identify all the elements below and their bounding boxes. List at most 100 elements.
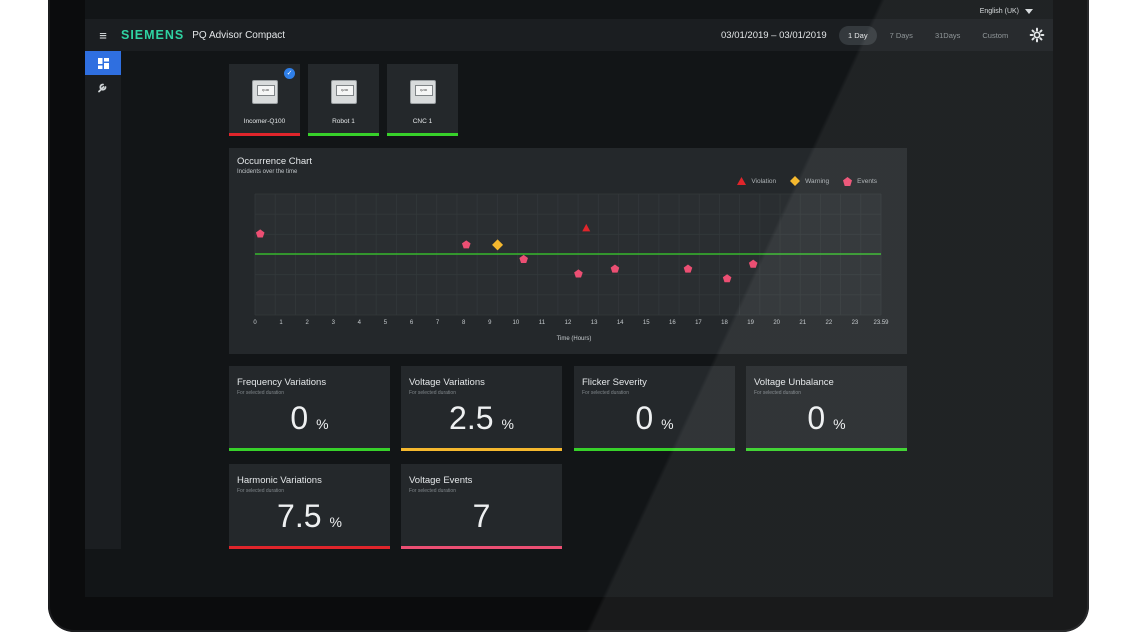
- gear-icon[interactable]: [1029, 27, 1045, 43]
- x-tick-label: 2: [305, 320, 309, 326]
- check-icon: ✓: [284, 68, 295, 79]
- x-tick-label: 13: [591, 320, 598, 326]
- kpi-value-wrap: 0%: [574, 400, 735, 437]
- x-tick-label: 21: [799, 320, 806, 326]
- brand-logo: SIEMENS: [121, 28, 185, 42]
- kpi-value: 0: [635, 400, 654, 436]
- device-card[interactable]: Q200 CNC 1: [387, 64, 458, 136]
- x-tick-label: 17: [695, 320, 702, 326]
- x-tick-label: 0: [253, 320, 257, 326]
- legend-events[interactable]: Events: [843, 176, 877, 186]
- pentagon-icon: [843, 176, 853, 186]
- app-title: PQ Advisor Compact: [192, 29, 286, 41]
- occurrence-chart-panel: 0 1 2 3 4 5 6 7 8 9 10 11 12 13 14 15 16 17 18 19 20 21 22 23 23…: [229, 148, 907, 354]
- kpi-subtitle: For selected duration: [409, 488, 456, 494]
- pentagon-marker: [683, 264, 693, 273]
- top-bar: ≡ SIEMENS PQ Advisor Compact 03/01/2019 …: [85, 19, 1053, 51]
- range-7-days[interactable]: 7 Days: [889, 30, 913, 40]
- x-tick-label: 22: [825, 320, 832, 326]
- device-name: Robot 1: [332, 118, 355, 125]
- kpi-status-bar: [401, 448, 562, 451]
- pentagon-marker: [519, 254, 528, 263]
- kpi-title: Harmonic Variations: [237, 475, 322, 486]
- x-tick-label: 23.59: [873, 320, 889, 326]
- triangle-marker: [582, 223, 591, 232]
- kpi-value-wrap: 7.5%: [229, 498, 390, 535]
- x-axis-label: Time (Hours): [557, 336, 592, 342]
- app-screen: English (UK) ≡ SIEMENS PQ Advisor Compac…: [85, 0, 1053, 597]
- kpi-value-wrap: 2.5%: [401, 400, 562, 437]
- x-tick-label: 16: [669, 320, 676, 326]
- device-model: Q200: [340, 88, 349, 92]
- language-selector[interactable]: English (UK): [980, 8, 1033, 15]
- kpi-card[interactable]: Voltage Variations For selected duration 2…: [401, 366, 562, 451]
- x-tick-label: 18: [721, 320, 728, 326]
- range-selector: 1 Day 7 Days 31Days Custom: [839, 25, 1017, 45]
- x-tick-label: 3: [332, 320, 336, 326]
- x-tick-label: 19: [747, 320, 754, 326]
- kpi-unit: %: [661, 416, 674, 432]
- pentagon-marker: [461, 240, 471, 249]
- x-tick-label: 6: [410, 320, 414, 326]
- x-tick-label: 8: [462, 320, 466, 326]
- diamond-icon: [790, 176, 801, 186]
- dashboard-nav-button[interactable]: [85, 51, 121, 75]
- kpi-value: 7.5: [277, 498, 322, 534]
- x-tick-label: 5: [384, 320, 388, 326]
- range-custom[interactable]: Custom: [982, 30, 1009, 40]
- x-tick-label: 15: [643, 320, 650, 326]
- pentagon-marker: [722, 274, 732, 283]
- meter-device-icon: Q100: [251, 80, 278, 104]
- x-tick-label: 7: [436, 320, 440, 326]
- kpi-value: 0: [290, 400, 309, 436]
- legend-violation[interactable]: Violation: [737, 177, 776, 185]
- pentagon-marker: [748, 259, 758, 268]
- menu-icon[interactable]: ≡: [99, 27, 107, 43]
- kpi-title: Flicker Severity: [582, 377, 647, 388]
- x-tick-label: 10: [512, 320, 519, 326]
- pentagon-marker: [574, 269, 583, 278]
- device-status-bar: [229, 133, 300, 136]
- kpi-subtitle: For selected duration: [237, 488, 284, 494]
- kpi-value: 2.5: [449, 400, 494, 436]
- device-model: Q100: [261, 88, 270, 92]
- kpi-card[interactable]: Frequency Variations For selected duratio…: [229, 366, 390, 451]
- device-card[interactable]: Q200 Robot 1: [308, 64, 379, 136]
- meter-device-icon: Q200: [409, 80, 436, 104]
- chart-legend: Violation Warning Events: [737, 176, 877, 186]
- side-nav: [85, 51, 121, 549]
- device-model: Q200: [419, 88, 428, 92]
- kpi-status-bar: [229, 448, 390, 451]
- x-tick-label: 23: [852, 320, 859, 326]
- wrench-icon: [98, 83, 107, 93]
- legend-warning-label: Warning: [805, 177, 830, 185]
- legend-warning[interactable]: Warning: [790, 176, 829, 186]
- date-range[interactable]: 03/01/2019 – 03/01/2019: [721, 29, 827, 41]
- device-name: Incomer-Q100: [243, 118, 286, 125]
- kpi-subtitle: For selected duration: [409, 390, 456, 396]
- legend-events-label: Events: [857, 177, 877, 185]
- x-tick-label: 14: [617, 320, 624, 326]
- device-card[interactable]: Q100 Incomer-Q100 ✓: [229, 64, 300, 136]
- kpi-title: Frequency Variations: [237, 377, 327, 388]
- occurrence-chart: 0 1 2 3 4 5 6 7 8 9 10 11 12 13 14 15 16 17 18 19 20 21 22 23 23…: [253, 193, 889, 342]
- kpi-value-wrap: 7: [401, 498, 562, 535]
- kpi-value-wrap: 0%: [229, 400, 390, 437]
- kpi-card[interactable]: Voltage Events For selected duration 7: [401, 464, 562, 549]
- kpi-unit: %: [329, 514, 342, 530]
- kpi-unit: %: [501, 416, 514, 432]
- x-tick-label: 20: [773, 320, 780, 326]
- kpi-card[interactable]: Harmonic Variations For selected duration…: [229, 464, 390, 549]
- x-tick-label: 4: [358, 320, 362, 326]
- kpi-card[interactable]: Flicker Severity For selected duration 0%: [574, 366, 735, 451]
- kpi-value-wrap: 0%: [746, 400, 907, 437]
- tools-nav-button[interactable]: [85, 75, 121, 99]
- chart-subtitle: Incidents over the time: [237, 169, 298, 175]
- chevron-down-icon: [1025, 9, 1033, 14]
- range-1-day[interactable]: 1 Day: [839, 25, 877, 45]
- pentagon-marker: [610, 264, 620, 273]
- range-31-days[interactable]: 31Days: [934, 30, 961, 40]
- device-list: Q100 Incomer-Q100 ✓ Q200 Robot 1 Q200 CNC 1: [229, 64, 458, 136]
- kpi-unit: %: [316, 416, 329, 432]
- kpi-card[interactable]: Voltage Unbalance For selected duration 0%: [746, 366, 907, 451]
